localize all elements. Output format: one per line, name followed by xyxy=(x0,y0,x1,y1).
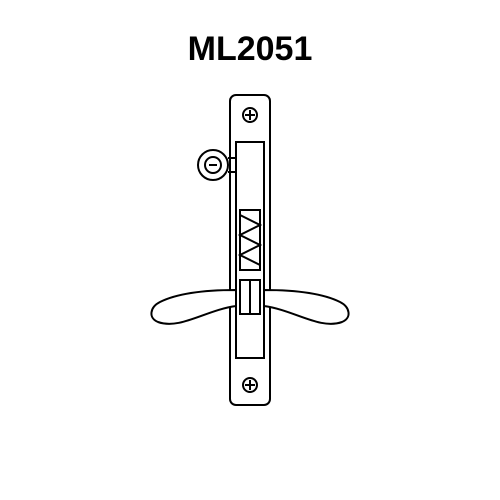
model-number-title: ML2051 xyxy=(0,30,500,69)
lock-line-drawing xyxy=(0,0,500,500)
diagram-container: ML2051 xyxy=(0,0,500,500)
